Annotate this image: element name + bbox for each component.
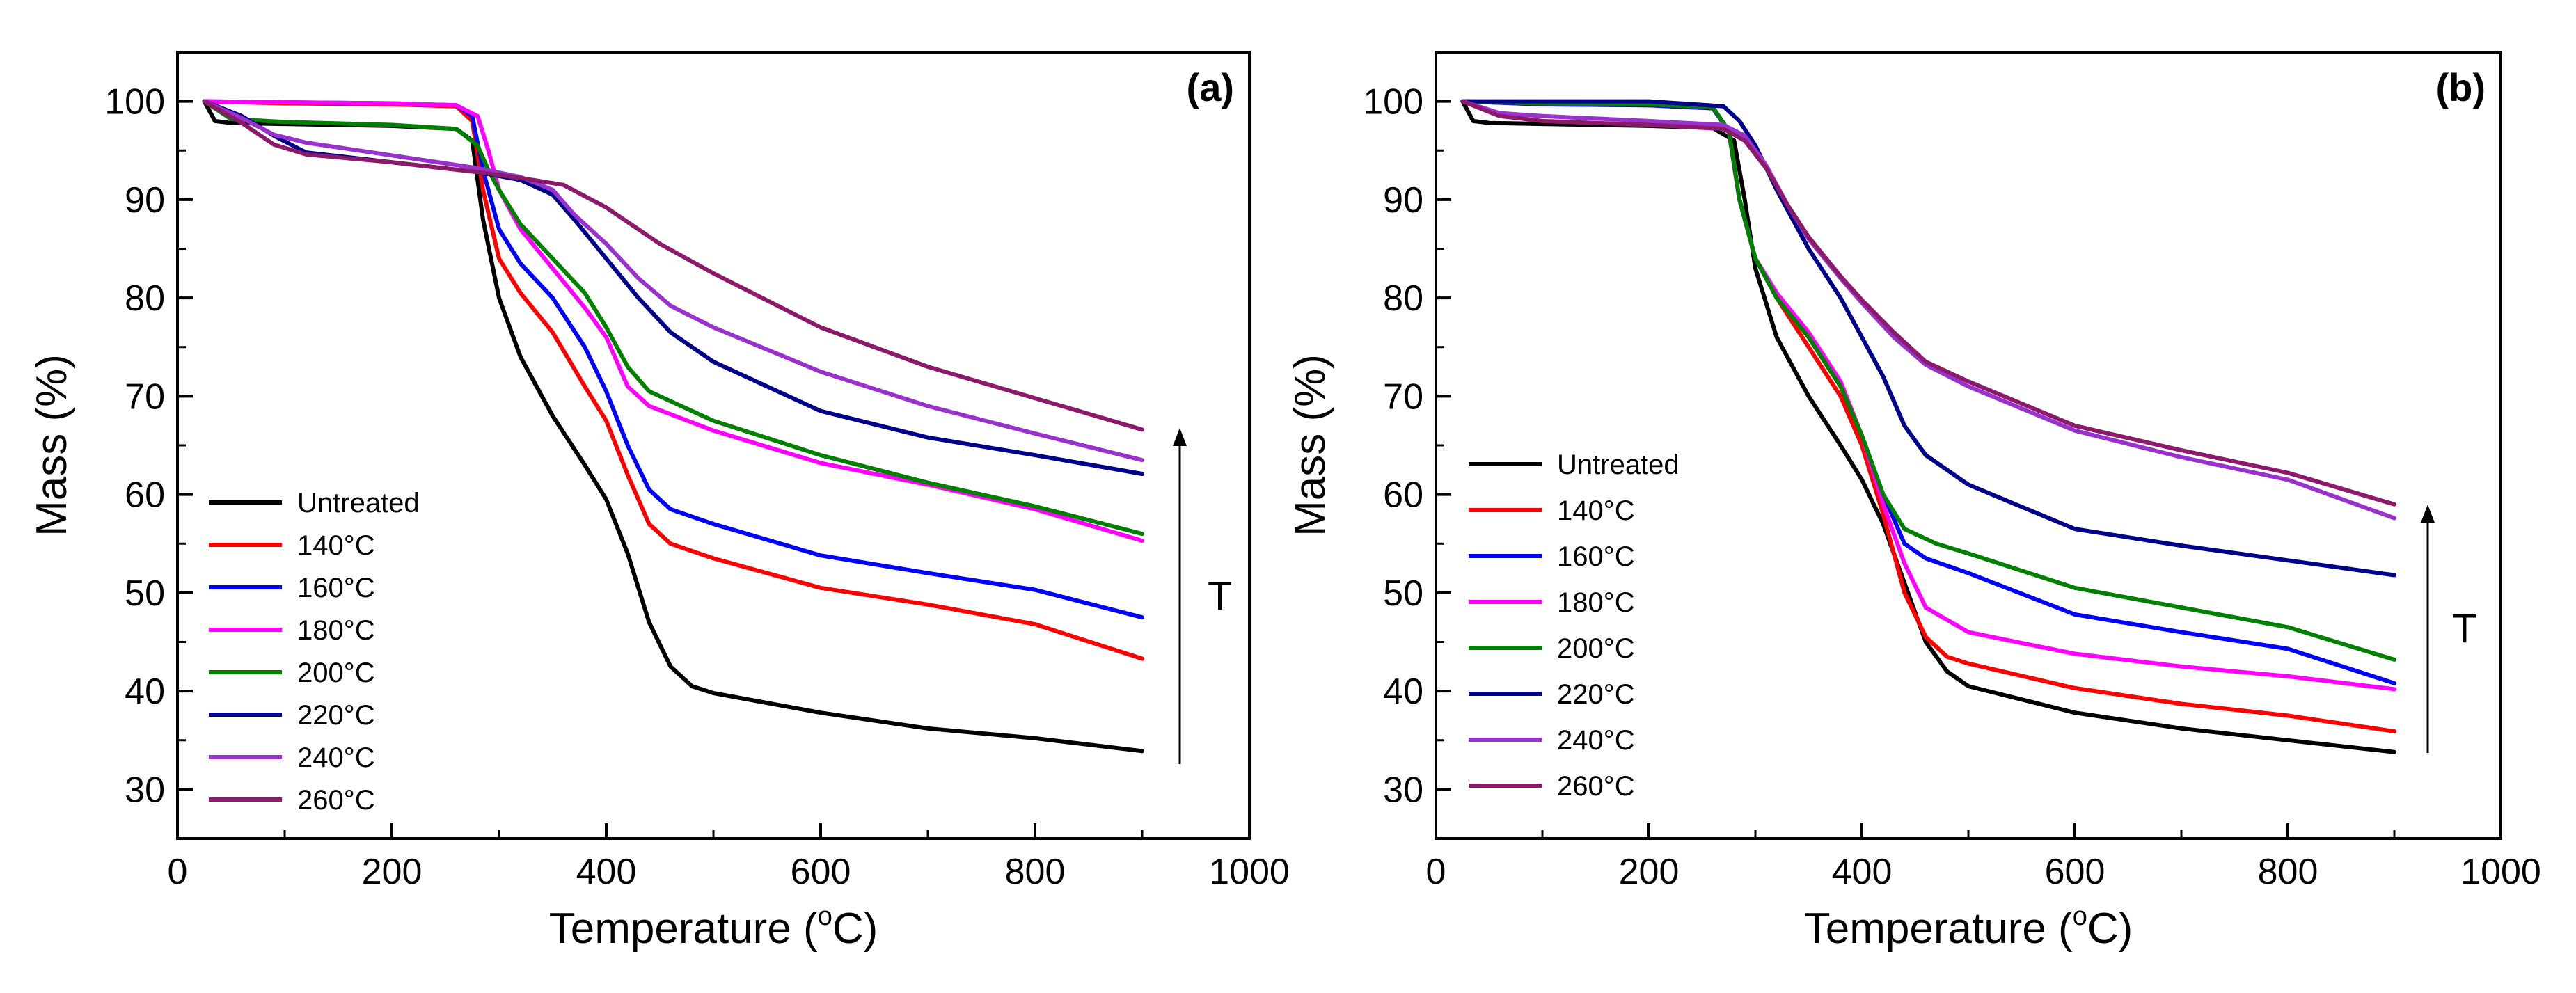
series-line — [1460, 99, 2396, 578]
panel-label: (b) — [2435, 65, 2486, 109]
series-line — [1460, 99, 2396, 507]
y-tick-label: 50 — [1383, 573, 1423, 614]
legend-label: 200°C — [1557, 633, 1635, 664]
legend-label: 260°C — [297, 785, 375, 816]
series-line — [202, 99, 1144, 543]
x-tick-label: 800 — [1005, 852, 1066, 892]
legend-label: 160°C — [297, 573, 375, 603]
y-tick-label: 100 — [104, 82, 165, 122]
legend-label: 200°C — [297, 658, 375, 688]
x-tick-label: 800 — [2258, 852, 2318, 892]
y-tick-label: 60 — [1383, 475, 1423, 516]
x-tick-label: 0 — [1426, 852, 1446, 892]
legend-label: 180°C — [1557, 587, 1635, 618]
trend-arrow-label: T — [1208, 574, 1232, 619]
x-tick-label: 0 — [168, 852, 188, 892]
x-axis-title: Temperature (oC) — [1804, 902, 2133, 953]
y-tick-label: 40 — [125, 672, 165, 712]
y-tick-label: 30 — [125, 770, 165, 810]
legend-label: 260°C — [1557, 771, 1635, 802]
y-tick-label: 80 — [1383, 278, 1423, 319]
x-tick-label: 1000 — [1209, 852, 1290, 892]
panel-label: (a) — [1187, 65, 1234, 109]
legend-label: Untreated — [1557, 450, 1680, 480]
y-axis-title: Mass (%) — [28, 354, 76, 537]
y-tick-label: 40 — [1383, 672, 1423, 712]
series-line — [202, 99, 1144, 537]
x-tick-label: 400 — [576, 852, 637, 892]
y-tick-label: 70 — [125, 376, 165, 417]
x-tick-label: 200 — [362, 852, 422, 892]
x-tick-label: 600 — [2045, 852, 2105, 892]
x-tick-label: 600 — [791, 852, 851, 892]
legend-label: 240°C — [1557, 725, 1635, 756]
x-axis-title: Temperature (oC) — [549, 902, 878, 953]
chart-panel-a: 0 200 400 600 800 1000 30 40 50 60 70 80 90 100 Temper… — [28, 51, 1290, 953]
y-tick-label: 80 — [125, 278, 165, 319]
series-line — [202, 99, 1144, 463]
legend-label: 140°C — [297, 530, 375, 561]
y-tick-label: 90 — [1383, 180, 1423, 221]
x-tick-label: 1000 — [2460, 852, 2541, 892]
legend-label: 220°C — [1557, 679, 1635, 710]
chart-panel-b: 0 200 400 600 800 1000 30 40 50 60 70 80 90 100 Temper… — [1286, 51, 2541, 953]
legend-label: 240°C — [297, 742, 375, 773]
legend-label: 160°C — [1557, 541, 1635, 572]
legend-label: Untreated — [297, 488, 420, 518]
series-line — [202, 99, 1144, 476]
x-tick-label: 200 — [1619, 852, 1680, 892]
legend-label: 140°C — [1557, 495, 1635, 526]
y-tick-label: 50 — [125, 573, 165, 614]
y-tick-label: 100 — [1363, 82, 1423, 122]
legend-label: 180°C — [297, 615, 375, 646]
y-tick-label: 60 — [125, 475, 165, 516]
series-line — [202, 99, 1144, 432]
trend-arrow-label: T — [2452, 607, 2476, 652]
y-tick-label: 90 — [125, 180, 165, 221]
x-tick-label: 400 — [1832, 852, 1893, 892]
y-axis-title: Mass (%) — [1286, 354, 1334, 537]
y-tick-label: 30 — [1383, 770, 1423, 810]
trend-arrowhead — [1173, 428, 1187, 446]
trend-arrowhead — [2421, 505, 2435, 523]
legend-label: 220°C — [297, 700, 375, 731]
y-tick-label: 70 — [1383, 376, 1423, 417]
